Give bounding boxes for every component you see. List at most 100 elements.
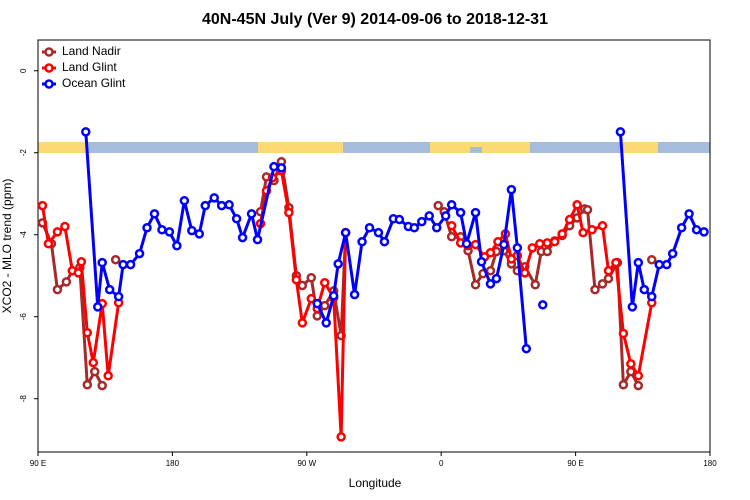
point	[572, 200, 582, 210]
point	[633, 257, 644, 268]
point	[699, 227, 709, 237]
point	[618, 380, 629, 390]
point	[440, 211, 451, 221]
point	[446, 232, 457, 242]
point	[76, 257, 87, 267]
point	[103, 370, 113, 381]
point	[60, 221, 70, 232]
x-tick-label: 90 W	[297, 459, 316, 468]
x-tick-label: 90 E	[30, 459, 46, 468]
point	[470, 279, 481, 290]
point	[684, 209, 694, 219]
point	[336, 432, 346, 442]
point	[82, 380, 93, 390]
point	[97, 380, 107, 391]
point	[424, 211, 435, 221]
point	[200, 200, 211, 211]
point	[52, 227, 63, 237]
point	[461, 238, 472, 249]
point	[81, 127, 91, 137]
point	[578, 227, 588, 238]
point	[52, 284, 63, 295]
point	[499, 239, 509, 250]
series-line	[40, 168, 654, 437]
point	[597, 220, 608, 231]
point	[633, 370, 644, 381]
point	[647, 254, 657, 265]
y-tick-label: -4	[19, 231, 28, 239]
x-tick-label: 90 E	[567, 459, 583, 468]
point	[157, 225, 167, 235]
point	[349, 289, 360, 300]
point	[142, 223, 152, 233]
point	[557, 229, 567, 239]
point	[149, 209, 160, 219]
point	[179, 195, 190, 206]
point	[82, 327, 93, 338]
point	[379, 236, 390, 247]
point	[88, 357, 99, 368]
point	[319, 300, 330, 311]
point	[291, 275, 302, 285]
point	[603, 273, 614, 284]
x-tick-label: 180	[703, 459, 717, 468]
point	[446, 220, 457, 231]
point	[237, 232, 248, 243]
point	[61, 277, 72, 287]
point	[527, 243, 538, 253]
point	[276, 163, 287, 173]
point	[564, 214, 575, 225]
point	[535, 238, 545, 249]
point	[194, 229, 205, 239]
point	[485, 279, 496, 289]
point	[312, 311, 323, 321]
point	[43, 238, 54, 249]
legend-label: Land Nadir	[62, 44, 121, 58]
point	[691, 225, 702, 235]
point	[312, 298, 323, 309]
point	[647, 291, 657, 302]
point	[455, 207, 466, 218]
point	[172, 241, 182, 251]
point	[661, 259, 672, 270]
point	[433, 200, 443, 211]
point	[549, 236, 560, 247]
point	[537, 300, 548, 310]
point	[104, 284, 115, 295]
chart-title: 40N-45N July (Ver 9) 2014-09-06 to 2018-…	[202, 11, 548, 28]
point	[125, 259, 136, 270]
point	[506, 184, 517, 195]
point	[373, 227, 384, 238]
point	[231, 213, 242, 224]
point	[611, 257, 621, 268]
point	[37, 200, 48, 211]
point	[512, 243, 523, 253]
point	[582, 204, 593, 215]
x-tick-label: 0	[439, 459, 444, 468]
legend-marker	[44, 79, 54, 89]
point	[89, 366, 100, 377]
point	[252, 234, 263, 245]
point	[485, 248, 496, 258]
point	[409, 223, 420, 233]
point	[667, 248, 678, 259]
point	[542, 238, 552, 248]
point	[603, 266, 614, 276]
point	[394, 214, 405, 225]
point	[113, 291, 124, 302]
point	[297, 318, 308, 328]
point	[633, 380, 644, 391]
point	[627, 302, 638, 312]
point	[164, 227, 175, 237]
point	[615, 127, 626, 137]
point	[520, 268, 530, 278]
point	[92, 302, 103, 312]
point	[284, 207, 294, 218]
point	[676, 223, 687, 233]
y-tick-label: -2	[19, 149, 28, 157]
legend-label: Land Glint	[62, 60, 117, 74]
point	[319, 277, 330, 288]
point	[521, 343, 532, 354]
surface-strip	[38, 142, 710, 153]
